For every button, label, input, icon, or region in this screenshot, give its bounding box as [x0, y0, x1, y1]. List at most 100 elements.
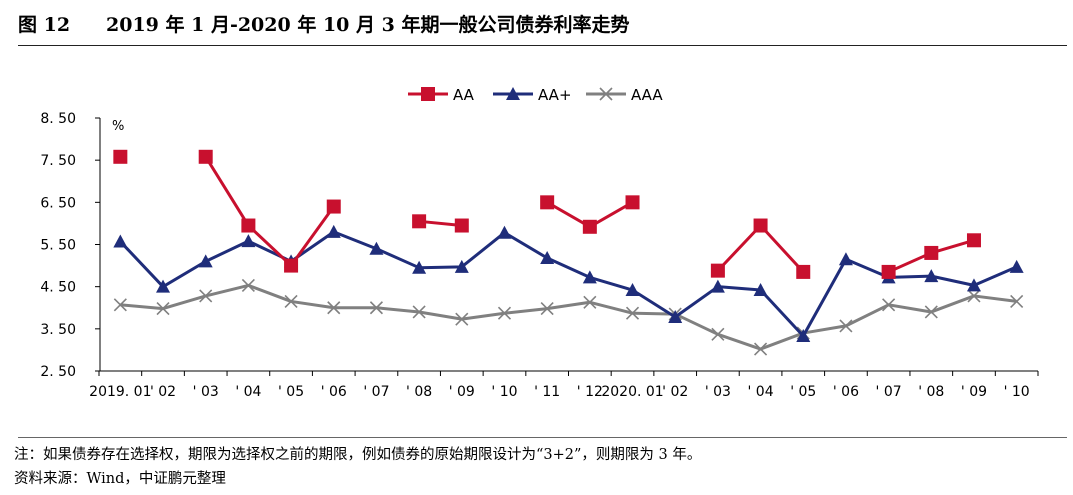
series-aa-plus-line: [119, 230, 1018, 338]
x-tick-label: ' 09: [961, 384, 987, 400]
series-aa-point: [198, 149, 213, 164]
series-aa-point: [412, 214, 427, 229]
legend-item-aa: AA: [408, 86, 475, 104]
series-aaa-point: [455, 312, 469, 326]
series-aa-point: [326, 199, 341, 214]
series-aaa: [113, 278, 1024, 356]
x-tick-label: ' 06: [321, 384, 347, 400]
series-aa-plus-point: [668, 310, 683, 324]
series-aa-point: [924, 245, 939, 260]
series-aa-point: [966, 233, 981, 248]
figure-number: 图 12: [18, 13, 71, 36]
series-aaa-point: [882, 298, 896, 312]
series-aa-plus-point: [241, 234, 256, 248]
x-tick-label: ' 10: [491, 384, 517, 400]
y-axis-ticks: 8. 50 7. 50 6. 50 5. 50 4. 50 3. 50 2. 50: [40, 111, 100, 380]
x-tick-label: ' 09: [449, 384, 475, 400]
series-aaa-point: [625, 306, 640, 320]
legend-marker: [506, 87, 520, 100]
series-aaa-point: [284, 294, 298, 308]
x-tick-label: ' 03: [705, 384, 731, 400]
series-aa-point: [284, 258, 299, 273]
x-tick-label: ' 06: [833, 384, 859, 400]
series-aa-plus-point: [156, 279, 171, 293]
line-chart: AA AA+ AAA % 8. 50 7. 50 6. 50 5. 50 4. 50 3. 5…: [40, 86, 1039, 400]
legend-label: AAA: [631, 86, 663, 104]
series-aa-plus-point: [838, 252, 853, 266]
series-aaa-point: [754, 342, 768, 356]
series-aa-point: [540, 195, 555, 210]
legend-marker: [421, 87, 435, 101]
series-aa-plus-point: [966, 278, 981, 292]
legend-label: AA: [453, 86, 475, 104]
x-axis-ticks: 2019. 01' 02 ' 03 ' 04 ' 05 ' 06 ' 07 ' 08 ' 09…: [89, 371, 1039, 400]
series-aaa-point: [839, 319, 853, 333]
x-tick-label: ' 02: [662, 384, 688, 400]
series-aaa-point: [113, 298, 127, 312]
series-aa-plus-point: [497, 225, 512, 239]
series-aa-plus-point: [198, 254, 213, 268]
series-aaa-point: [1010, 294, 1024, 308]
series-aa-point: [753, 218, 768, 233]
series-aaa-point: [156, 302, 170, 316]
x-tick-label: ' 12: [577, 384, 603, 400]
footnote-source: 资料来源：Wind，中证鹏元整理: [14, 471, 226, 487]
series-aa-plus-point: [540, 250, 555, 264]
x-tick-label: ' 05: [790, 384, 816, 400]
legend-marker: [599, 87, 613, 101]
series-aa-point: [113, 149, 128, 164]
series-aa-point: [710, 263, 725, 278]
series-aa-point: [796, 264, 811, 279]
y-tick-label: 3. 50: [40, 322, 76, 338]
series-aaa-point: [924, 305, 938, 319]
series-aaa-point: [540, 302, 554, 316]
legend-item-aa-plus: AA+: [493, 86, 572, 104]
x-tick-label: ' 03: [193, 384, 219, 400]
y-tick-label: 4. 50: [40, 280, 76, 296]
series-aa-point: [241, 218, 256, 233]
series-aa: [113, 149, 981, 279]
series-aa-plus-point: [454, 259, 469, 273]
series-aa-plus-point: [1009, 259, 1024, 273]
series-aa-plus-point: [924, 269, 939, 283]
series-aaa-point: [199, 289, 213, 303]
series-aaa-point: [241, 278, 255, 292]
series-aa-plus-point: [753, 283, 768, 297]
series-aa-plus-point: [113, 234, 128, 248]
x-tick-label: ' 02: [150, 384, 176, 400]
x-tick-label: ' 08: [918, 384, 944, 400]
footnote-note: 注：如果债券存在选择权，期限为选择权之前的期限，例如债券的原始期限设计为“3+2…: [14, 447, 702, 463]
x-tick-label: ' 04: [235, 384, 261, 400]
series-aaa-point: [967, 289, 981, 303]
legend-label: AA+: [538, 86, 572, 104]
series-aa-plus-point: [625, 283, 640, 297]
series-aa-line: [204, 156, 335, 268]
x-tick-label: ' 05: [278, 384, 304, 400]
x-tick-label: ' 11: [534, 384, 560, 400]
chart-legend: AA AA+ AAA: [408, 86, 663, 104]
series-aaa-line: [120, 283, 1017, 351]
series-aaa-point: [583, 295, 597, 309]
series-aaa-point: [327, 301, 341, 315]
series-aa-point: [625, 195, 640, 210]
legend-item-aaa: AAA: [586, 86, 663, 104]
x-tick-label: ' 07: [876, 384, 902, 400]
series-aa-point: [454, 218, 469, 233]
figure-title: 2019 年 1 月-2020 年 10 月 3 年期一般公司债券利率走势: [106, 13, 630, 36]
series-aa-point: [881, 264, 896, 279]
y-tick-label: 2. 50: [40, 364, 76, 380]
series-aa-plus-point: [412, 260, 427, 274]
series-aa-plus-point: [369, 241, 384, 255]
series-aa-plus-point: [796, 329, 811, 343]
x-tick-label: ' 07: [363, 384, 389, 400]
series-aa-plus: [113, 224, 1024, 343]
y-tick-label: 6. 50: [40, 195, 76, 211]
series-aa-plus-point: [710, 279, 725, 293]
y-tick-label: 5. 50: [40, 238, 76, 254]
y-tick-label: 7. 50: [40, 153, 76, 169]
x-tick-label: ' 04: [748, 384, 774, 400]
series-aaa-point: [711, 327, 725, 341]
series-aa-line: [418, 219, 462, 228]
figure-header: 图 12 2019 年 1 月-2020 年 10 月 3 年期一般公司债券利率…: [18, 8, 629, 38]
x-tick-label: ' 08: [406, 384, 432, 400]
